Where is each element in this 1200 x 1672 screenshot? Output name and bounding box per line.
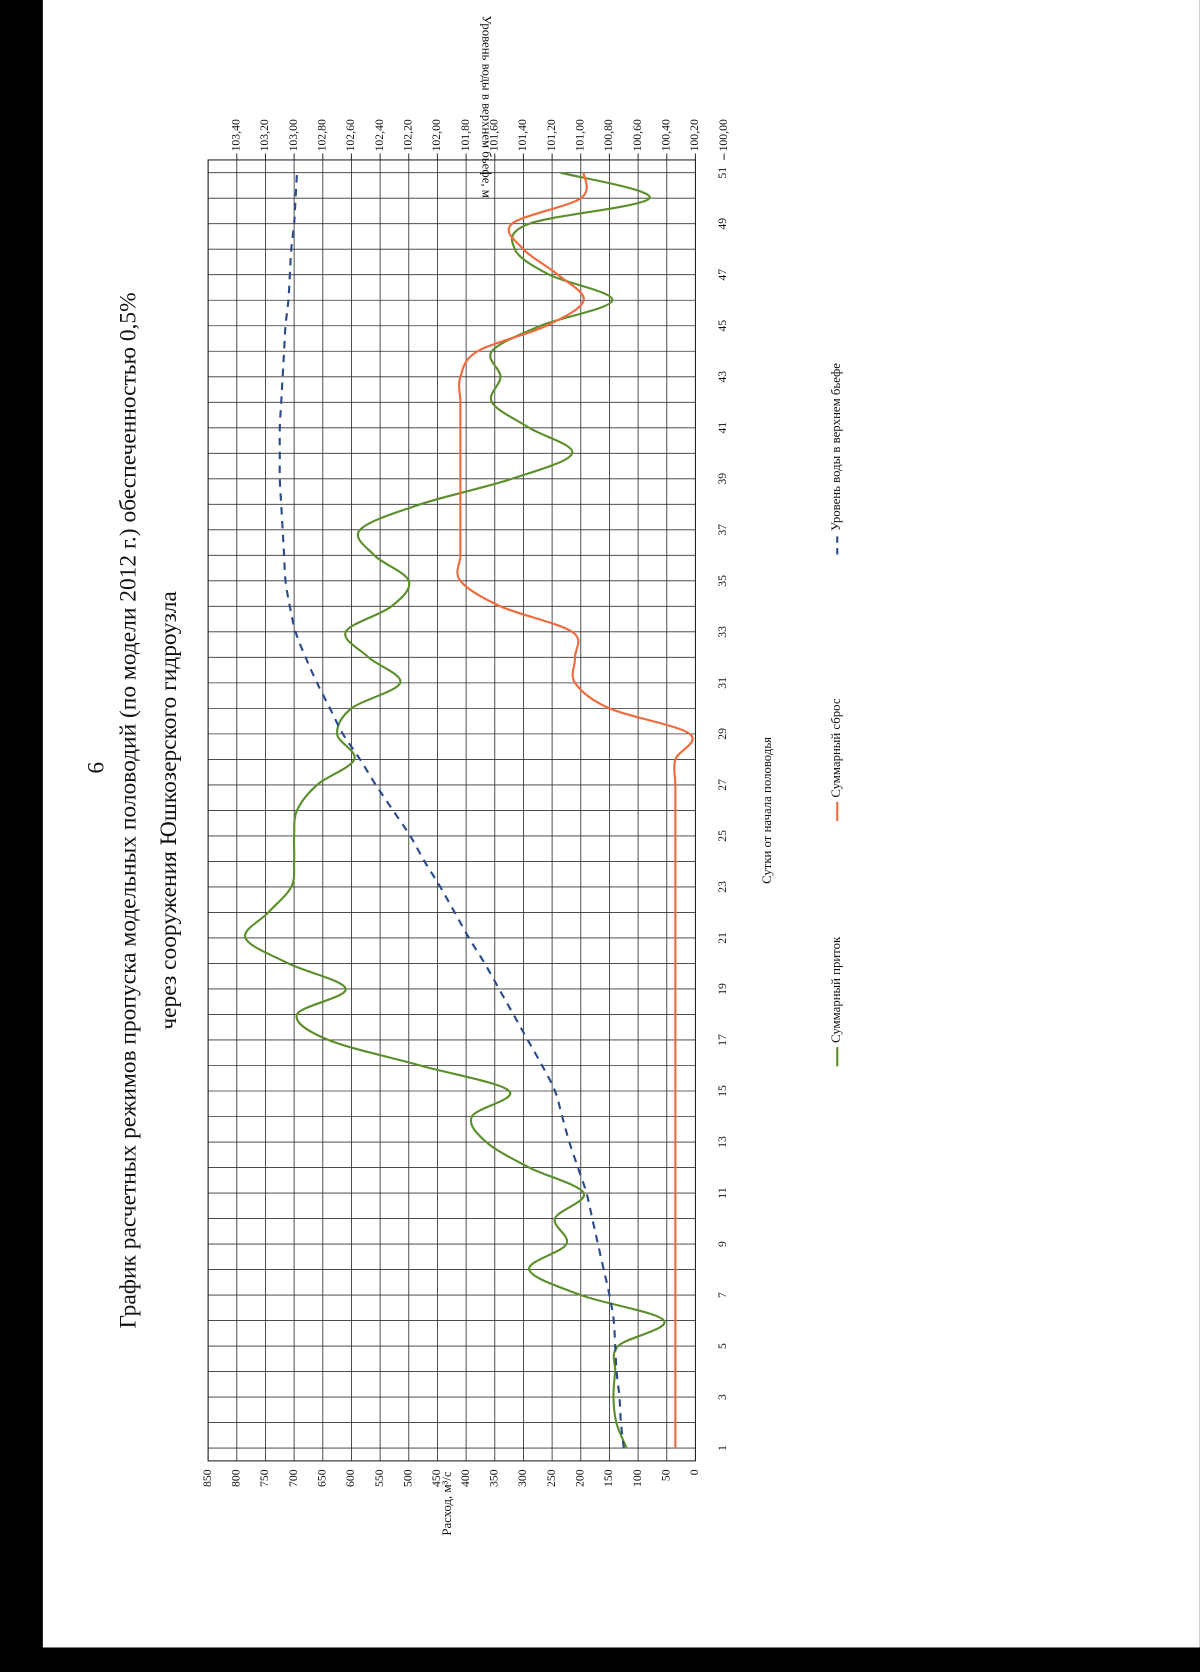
- x-tick-label: 33: [716, 626, 729, 638]
- y-tick-label: 400: [459, 1469, 472, 1487]
- y-tick-label: 850: [201, 1469, 214, 1487]
- x-tick-label: 41: [716, 422, 729, 434]
- plot: 0 50 100 150 200 250 300 350 400 450 500 550 600 650 7…: [201, 119, 843, 1487]
- y-axis-label: Расход, м³/с: [440, 1471, 454, 1536]
- x-tick-label: 27: [716, 779, 729, 791]
- x-tick-label: 7: [716, 1292, 729, 1298]
- y2-tick-label: 103,00: [287, 119, 300, 151]
- x-tick-label: 51: [716, 167, 729, 179]
- y-tick-label: 300: [516, 1469, 529, 1487]
- y2-tick-label: 101,00: [573, 119, 586, 151]
- y2-tick-label: 102,80: [315, 119, 328, 151]
- x-tick-label: 21: [716, 932, 729, 944]
- y2-tick-label: 100,20: [688, 119, 701, 151]
- x-tick-label: 45: [716, 320, 729, 332]
- y-tick-label: 0: [688, 1469, 701, 1475]
- y-tick-label: 450: [430, 1469, 443, 1487]
- chart-title: График расчетных режимов пропуска модель…: [116, 292, 142, 1328]
- y2-tick-label: 102,00: [430, 119, 443, 151]
- paper: [42, 0, 1200, 1648]
- x-tick-label: 15: [716, 1085, 729, 1097]
- y-tick-label: 550: [373, 1469, 386, 1487]
- y2-tick-label: 102,40: [373, 119, 386, 151]
- y2-tick-label: 100,40: [659, 119, 672, 151]
- x-tick-label: 17: [716, 1034, 729, 1046]
- y-tick-label: 50: [659, 1469, 672, 1481]
- legend-label: Уровень воды в верхнем бьефе: [829, 363, 843, 531]
- plot-frame: [207, 159, 696, 1462]
- y2-tick-label: 103,20: [258, 119, 271, 151]
- y2-tick-label: 100,60: [631, 119, 644, 151]
- page-number: 6: [84, 762, 110, 774]
- legend-label: Суммарный сброс: [829, 698, 843, 797]
- x-tick-label: 19: [716, 983, 729, 995]
- y-tick-label: 500: [401, 1469, 414, 1487]
- x-tick-label: 3: [716, 1394, 729, 1400]
- x-axis-label: Сутки от начала половодья: [760, 737, 774, 884]
- y2-tick-label: 101,40: [516, 119, 529, 151]
- legend-label: Суммарный приток: [829, 936, 843, 1043]
- y2-tick-label: 101,20: [545, 119, 558, 151]
- x-tick-label: 9: [716, 1241, 729, 1247]
- y2-tick-label: 101,60: [487, 119, 500, 151]
- x-tick-label: 5: [716, 1343, 729, 1349]
- y-tick-label: 350: [487, 1469, 500, 1487]
- y-tick-label: 150: [602, 1469, 615, 1487]
- series-line: [244, 171, 666, 1449]
- y-tick-label: 250: [545, 1469, 558, 1487]
- y2-tick-label: 101,80: [459, 119, 472, 151]
- y-tick-label: 200: [573, 1469, 586, 1487]
- x-tick-label: 29: [716, 728, 729, 740]
- y2-tick-label: 102,20: [401, 119, 414, 151]
- y2-tick-label: 100,00: [717, 119, 730, 151]
- x-tick-label: 1: [716, 1445, 729, 1451]
- y2-axis-label: Уровень воды в верхнем бьефе, м: [479, 15, 493, 198]
- x-tick-label: 39: [716, 473, 729, 485]
- y2-tick-label: 100,80: [602, 119, 615, 151]
- series-line: [456, 172, 694, 1449]
- x-tick-label: 25: [716, 830, 729, 842]
- x-tick-label: 11: [716, 1187, 729, 1198]
- x-tick-label: 43: [716, 371, 729, 383]
- x-tick-label: 23: [716, 881, 729, 893]
- y2-tick-label: 102,60: [344, 119, 357, 151]
- series-line: [278, 172, 625, 1449]
- y-tick-label: 650: [315, 1469, 328, 1487]
- x-tick-label: 35: [716, 575, 729, 587]
- y2-tick-label: 103,40: [229, 119, 242, 151]
- y-tick-label: 600: [344, 1469, 357, 1487]
- y-tick-label: 700: [287, 1469, 300, 1487]
- x-tick-label: 31: [716, 677, 729, 689]
- y-tick-label: 100: [631, 1469, 644, 1487]
- y-tick-label: 800: [229, 1469, 242, 1487]
- x-tick-label: 37: [716, 524, 729, 536]
- y-tick-label: 750: [258, 1469, 271, 1487]
- x-tick-label: 47: [716, 269, 729, 281]
- chart-title: через сооружения Юшкозерского гидроузла: [156, 591, 182, 1030]
- x-tick-label: 13: [716, 1136, 729, 1148]
- x-tick-label: 49: [716, 218, 729, 230]
